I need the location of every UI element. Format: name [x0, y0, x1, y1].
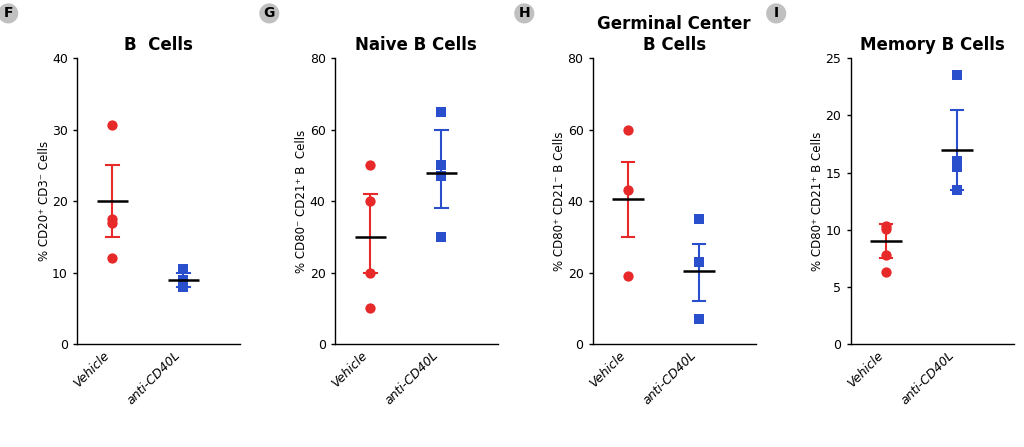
Point — [362, 269, 379, 276]
Point — [175, 283, 191, 291]
Point — [878, 251, 894, 258]
Point — [104, 121, 121, 128]
Point — [949, 163, 966, 170]
Text: H: H — [518, 6, 530, 21]
Point — [433, 173, 450, 180]
Point — [433, 162, 450, 169]
Point — [433, 233, 450, 240]
Point — [691, 316, 708, 323]
Point — [175, 266, 191, 273]
Point — [620, 187, 636, 194]
Title: Naive B Cells: Naive B Cells — [355, 36, 477, 54]
Title: B  Cells: B Cells — [124, 36, 193, 54]
Point — [878, 269, 894, 276]
Title: Memory B Cells: Memory B Cells — [860, 36, 1005, 54]
Text: F: F — [3, 6, 13, 21]
Point — [362, 162, 379, 169]
Point — [949, 72, 966, 79]
Point — [362, 305, 379, 312]
Point — [175, 276, 191, 283]
Y-axis label: % CD80⁻ CD21⁺ B  Cells: % CD80⁻ CD21⁺ B Cells — [295, 130, 308, 273]
Point — [175, 280, 191, 287]
Y-axis label: % CD80⁺ CD21⁺ B Cells: % CD80⁺ CD21⁺ B Cells — [811, 131, 824, 271]
Point — [104, 255, 121, 262]
Point — [104, 219, 121, 226]
Y-axis label: % CD20⁺ CD3⁻ Cells: % CD20⁺ CD3⁻ Cells — [38, 141, 50, 261]
Point — [620, 273, 636, 280]
Point — [362, 198, 379, 205]
Y-axis label: % CD80⁺ CD21⁻ B Cells: % CD80⁺ CD21⁻ B Cells — [553, 131, 566, 271]
Point — [433, 108, 450, 115]
Point — [104, 215, 121, 223]
Point — [691, 258, 708, 266]
Point — [878, 225, 894, 232]
Text: G: G — [263, 6, 275, 21]
Title: Germinal Center
B Cells: Germinal Center B Cells — [597, 15, 751, 54]
Point — [949, 157, 966, 164]
Point — [878, 223, 894, 230]
Point — [620, 126, 636, 133]
Point — [691, 215, 708, 223]
Point — [949, 186, 966, 193]
Text: I: I — [773, 6, 779, 21]
